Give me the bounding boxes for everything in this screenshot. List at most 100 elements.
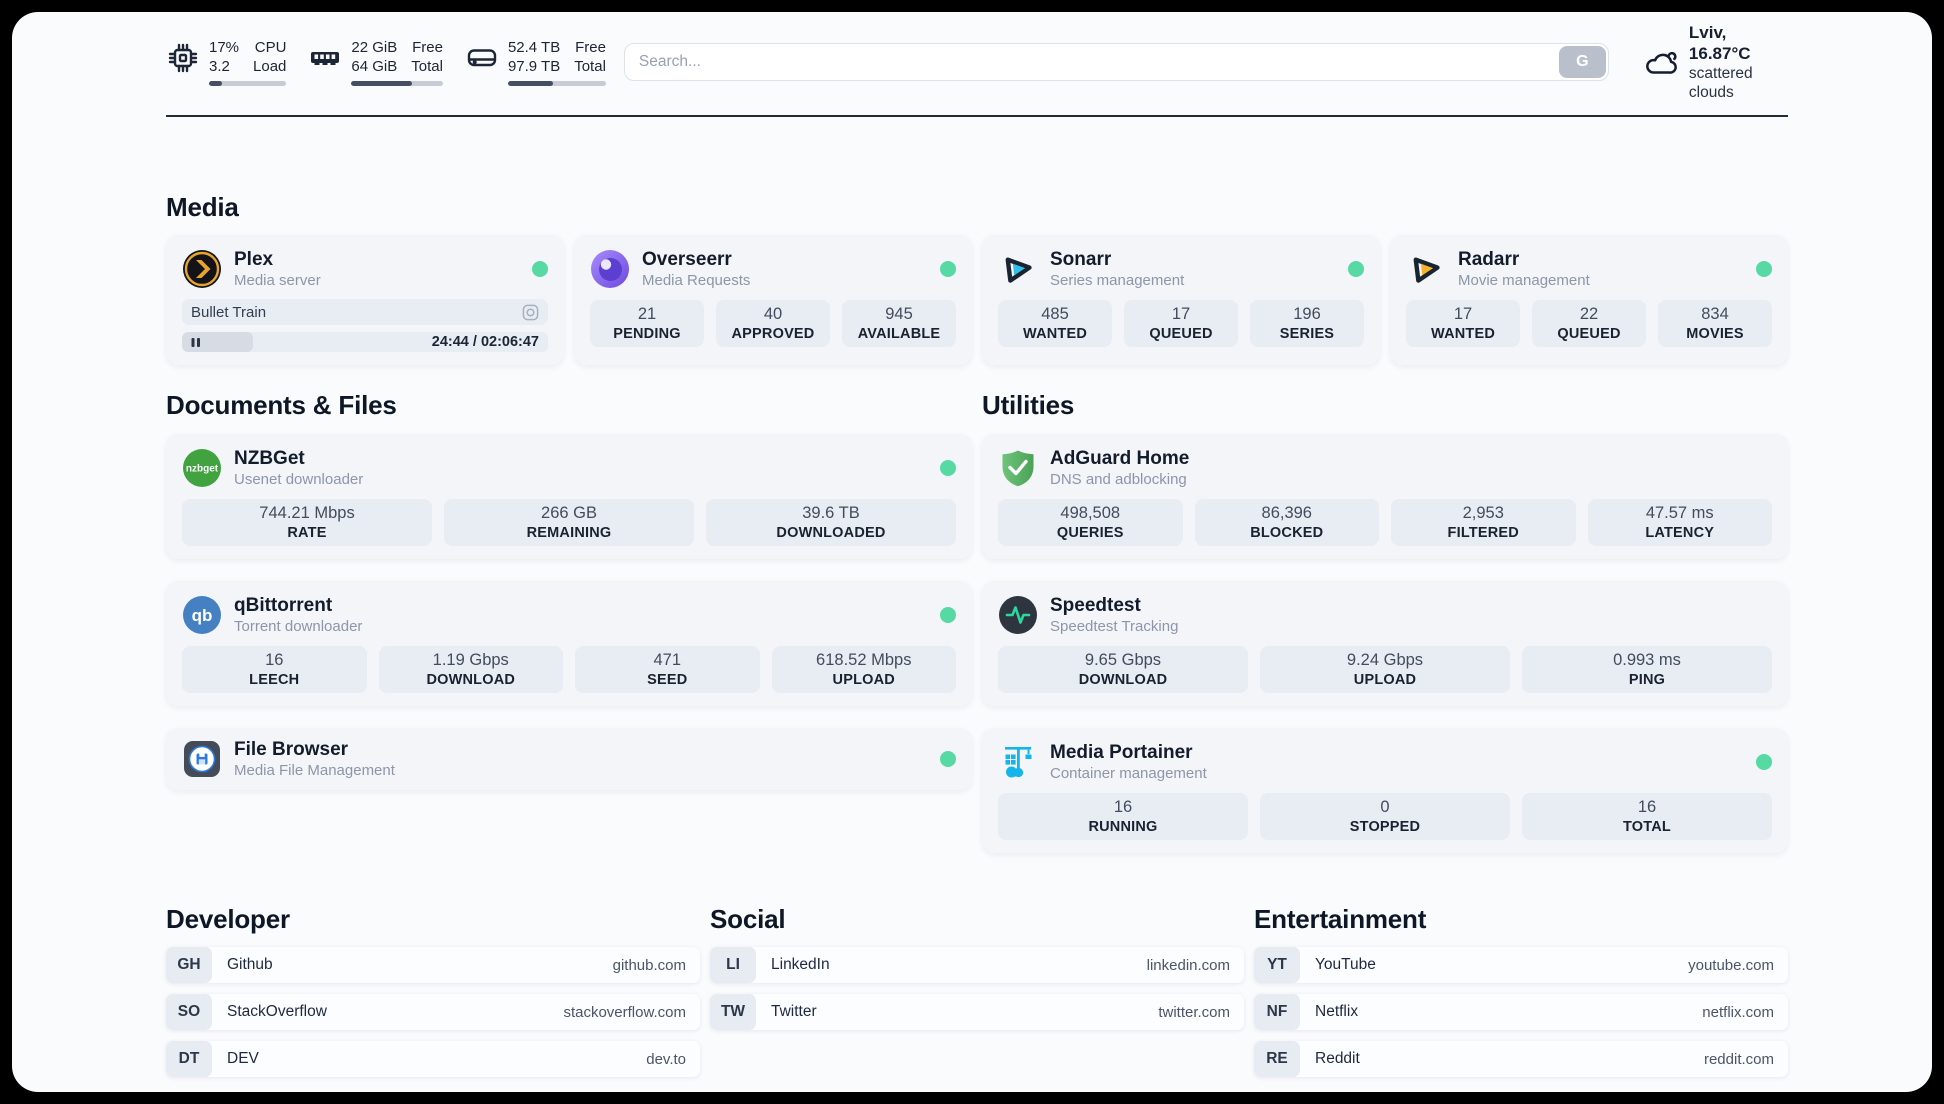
bookmark-netflix[interactable]: NF Netflix netflix.com: [1254, 994, 1788, 1030]
disk-stat-widget: 52.4 TB Free 97.9 TB Total: [465, 38, 606, 86]
sonarr-icon: [1005, 257, 1032, 283]
ram-free-value: 22 GiB: [351, 39, 398, 56]
weather-condition: scattered clouds: [1688, 65, 1753, 101]
app-card-portainer[interactable]: Media Portainer Container management 16 …: [982, 728, 1788, 853]
cpu-stat-widget: 17% CPU 3.2 Load: [166, 38, 287, 86]
media-cards-row: Plex Media server Bullet Train 24:44 / 0…: [166, 235, 1788, 365]
memory-stat-widget: 22 GiB Free 64 GiB Total: [308, 38, 443, 86]
stat-box: 744.21 Mbps RATE: [182, 499, 432, 546]
weather-widget[interactable]: Lviv, 16.87°C scattered clouds: [1643, 22, 1788, 102]
stat-box: 47.57 ms LATENCY: [1587, 499, 1772, 546]
cpu-progress-bar: [209, 81, 287, 86]
cpu-usage-value: 17%: [209, 39, 240, 56]
app-card-adguard[interactable]: AdGuard Home DNS and adblocking 498,508 …: [982, 434, 1788, 559]
bookmark-url: netflix.com: [1702, 1003, 1774, 1021]
app-name: Speedtest: [1050, 595, 1141, 616]
app-card-nzbget[interactable]: nzbget NZBGet Usenet downloader 744.21 M…: [166, 434, 972, 559]
app-name: File Browser: [234, 739, 349, 760]
filebrowser-icon: [184, 741, 220, 777]
header-divider: [166, 115, 1788, 117]
app-description: Series management: [1050, 272, 1185, 289]
bookmark-dev[interactable]: DT DEV dev.to: [166, 1041, 700, 1077]
disk-total-value: 97.9 TB: [507, 58, 561, 75]
search-input[interactable]: [623, 43, 1609, 81]
stat-box: 834 MOVIES: [1658, 300, 1772, 347]
stat-box: 0 STOPPED: [1260, 793, 1510, 840]
bookmark-name: LinkedIn: [771, 956, 830, 973]
svg-text:nzbget: nzbget: [186, 464, 219, 475]
now-playing-title: Bullet Train: [191, 303, 267, 321]
app-card-plex[interactable]: Plex Media server Bullet Train 24:44 / 0…: [166, 235, 564, 365]
svg-text:qb: qb: [192, 606, 213, 625]
stat-box: 21 PENDING: [590, 300, 704, 347]
status-online-dot: [940, 751, 956, 767]
bookmark-abbr: YT: [1254, 947, 1300, 983]
app-name: Radarr: [1458, 249, 1520, 270]
bookmark-youtube[interactable]: YT YouTube youtube.com: [1254, 947, 1788, 983]
app-card-speedtest[interactable]: Speedtest Speedtest Tracking 9.65 Gbps D…: [982, 581, 1788, 706]
app-card-qbittorrent[interactable]: qb qBittorrent Torrent downloader 16 LEE…: [166, 581, 972, 706]
app-card-filebrowser[interactable]: File Browser Media File Management: [166, 728, 972, 790]
cloud-icon: [1646, 51, 1677, 74]
search-engine-button[interactable]: G: [1558, 46, 1606, 78]
bookmark-name: Github: [227, 956, 273, 973]
status-online-dot: [940, 460, 956, 476]
stat-box: 945 AVAILABLE: [842, 300, 956, 347]
ram-label-1: Free: [412, 39, 443, 56]
bookmark-name: Twitter: [771, 1003, 817, 1020]
plex-icon: [183, 250, 221, 288]
status-online-dot: [532, 261, 548, 277]
disk-icon: [467, 49, 497, 67]
bookmark-name: StackOverflow: [227, 1003, 327, 1020]
disk-progress-bar: [507, 81, 606, 86]
app-card-sonarr[interactable]: Sonarr Series management 485 WANTED 17 Q…: [982, 235, 1380, 365]
app-name: AdGuard Home: [1050, 448, 1190, 469]
app-card-overseerr[interactable]: Overseerr Media Requests 21 PENDING 40 A…: [574, 235, 972, 365]
stat-box: 40 APPROVED: [716, 300, 830, 347]
utilities-column: AdGuard Home DNS and adblocking 498,508 …: [982, 434, 1788, 853]
bookmark-abbr: LI: [710, 947, 756, 983]
app-description: Usenet downloader: [234, 471, 364, 488]
stat-box: 9.65 Gbps DOWNLOAD: [998, 646, 1248, 693]
section-heading-entertainment: Entertainment: [1254, 904, 1427, 934]
bookmark-github[interactable]: GH Github github.com: [166, 947, 700, 983]
pause-icon[interactable]: [190, 337, 202, 348]
bookmark-reddit[interactable]: RE Reddit reddit.com: [1254, 1041, 1788, 1077]
bookmark-linkedin[interactable]: LI LinkedIn linkedin.com: [710, 947, 1244, 983]
bookmark-abbr: GH: [166, 947, 212, 983]
app-description: DNS and adblocking: [1050, 471, 1187, 488]
bookmark-name: Netflix: [1315, 1003, 1359, 1020]
radarr-icon: [1413, 257, 1440, 283]
app-description: Movie management: [1458, 272, 1590, 289]
bookmark-group-social: Social LI LinkedIn linkedin.com TW Twitt…: [710, 905, 1244, 1077]
bookmark-url: stackoverflow.com: [563, 1003, 686, 1021]
bookmark-url: twitter.com: [1158, 1003, 1230, 1021]
stat-box: 266 GB REMAINING: [444, 499, 694, 546]
app-name: NZBGet: [234, 448, 305, 469]
section-heading-social: Social: [710, 904, 786, 934]
bookmark-name: Reddit: [1315, 1050, 1360, 1067]
bookmark-stackoverflow[interactable]: SO StackOverflow stackoverflow.com: [166, 994, 700, 1030]
bookmark-abbr: NF: [1254, 994, 1300, 1030]
bookmark-abbr: DT: [166, 1041, 212, 1077]
bookmark-abbr: TW: [710, 994, 756, 1030]
bookmark-twitter[interactable]: TW Twitter twitter.com: [710, 994, 1244, 1030]
stat-box: 22 QUEUED: [1532, 300, 1646, 347]
cpu-label-2: Load: [253, 58, 287, 75]
bookmark-name: DEV: [227, 1050, 259, 1067]
app-card-radarr[interactable]: Radarr Movie management 17 WANTED 22 QUE…: [1390, 235, 1788, 365]
app-description: Torrent downloader: [234, 618, 363, 635]
status-online-dot: [940, 607, 956, 623]
stat-box: 0.993 ms PING: [1522, 646, 1772, 693]
weather-location: Lviv, 16.87°C: [1688, 23, 1751, 63]
stat-box: 39.6 TB DOWNLOADED: [706, 499, 956, 546]
playback-time: 24:44 / 02:06:47: [431, 334, 539, 350]
stat-box: 498,508 QUERIES: [998, 499, 1183, 546]
section-heading-utilities: Utilities: [982, 390, 1075, 420]
nzbget-icon: nzbget: [183, 449, 221, 487]
stat-box: 485 WANTED: [998, 300, 1112, 347]
stat-box: 196 SERIES: [1250, 300, 1364, 347]
app-description: Media Requests: [642, 272, 751, 289]
disk-label-1: Free: [575, 39, 606, 56]
app-description: Media File Management: [234, 762, 395, 779]
